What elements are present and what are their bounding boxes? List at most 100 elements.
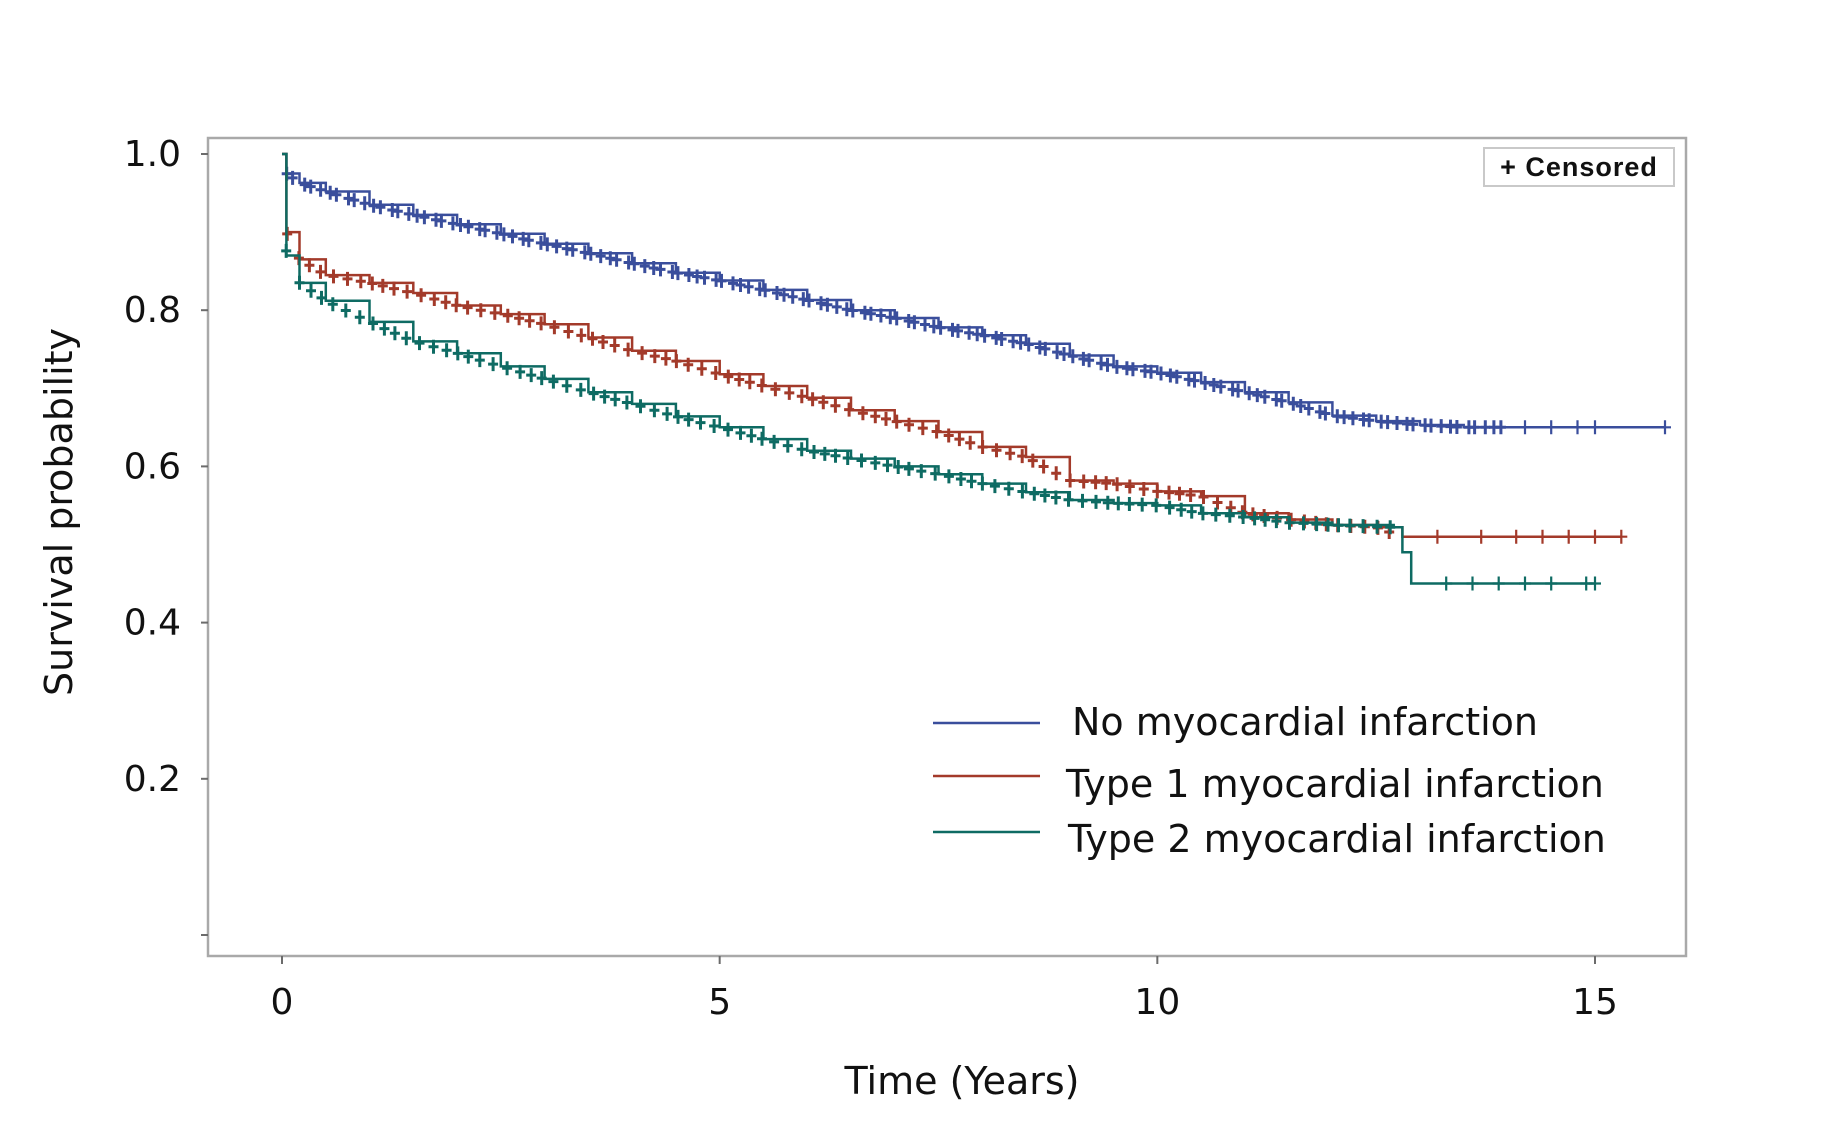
censor-mark — [609, 338, 620, 353]
censor-mark — [1038, 459, 1049, 474]
censor-mark — [294, 275, 305, 290]
x-tick-label: 0 — [271, 982, 294, 1023]
censor-mark — [567, 242, 578, 257]
censor-mark — [428, 339, 439, 354]
censor-mark — [1284, 515, 1295, 530]
censor-mark — [1101, 476, 1112, 491]
censor-mark — [1113, 496, 1124, 511]
censor-mark — [1052, 345, 1063, 360]
censor-mark — [368, 198, 379, 213]
censor-mark — [881, 411, 891, 426]
censor-mark — [1200, 376, 1211, 390]
censor-mark — [1440, 576, 1453, 591]
censor-mark — [819, 446, 830, 461]
censor-mark — [1040, 341, 1051, 356]
censor-mark — [710, 366, 721, 380]
censor-mark — [328, 269, 339, 284]
censor-mark — [757, 431, 767, 446]
censor-mark — [977, 476, 988, 491]
censor-mark — [463, 349, 474, 364]
censor-mark — [474, 353, 485, 368]
x-axis-title: Time (Years) — [844, 1059, 1080, 1103]
censored-legend-box — [1483, 147, 1675, 187]
censor-mark — [536, 371, 547, 386]
censor-mark — [343, 191, 354, 206]
censor-mark — [354, 310, 365, 325]
censor-mark — [524, 313, 535, 328]
series-1 — [281, 152, 1671, 435]
censor-mark — [502, 308, 513, 323]
censor-mark — [281, 243, 292, 258]
censor-mark — [716, 273, 727, 288]
censor-mark — [401, 331, 412, 346]
censor-mark — [416, 288, 427, 303]
censor-mark — [498, 227, 509, 242]
series-line — [282, 152, 1622, 538]
censor-mark — [1545, 420, 1558, 435]
censor-mark — [804, 293, 814, 308]
censor-mark — [735, 425, 746, 440]
censor-mark — [523, 233, 534, 248]
censor-mark — [327, 297, 338, 312]
censor-mark — [735, 278, 746, 292]
censor-mark — [536, 316, 547, 331]
censor-mark — [463, 219, 474, 234]
censor-mark — [1059, 347, 1069, 361]
x-tick-label: 10 — [1134, 982, 1180, 1023]
censor-mark — [402, 284, 413, 299]
censor-mark — [830, 448, 841, 463]
censor-mark — [1589, 576, 1601, 591]
censor-mark — [1659, 420, 1671, 435]
censor-mark — [1545, 576, 1558, 591]
censor-mark — [304, 258, 315, 273]
censor-mark — [436, 213, 447, 228]
censored-legend-label: + Censored — [1500, 152, 1658, 182]
censor-mark — [744, 375, 755, 390]
censor-mark — [756, 378, 767, 393]
censor-mark — [349, 193, 360, 208]
censor-mark — [1050, 490, 1061, 505]
censor-mark — [882, 458, 893, 473]
censor-mark — [440, 295, 451, 310]
censor-mark — [635, 399, 646, 414]
censor-mark — [996, 332, 1007, 346]
censor-mark — [377, 278, 388, 293]
censor-mark — [599, 389, 610, 404]
censor-mark — [1065, 473, 1076, 488]
censor-mark — [1138, 482, 1149, 496]
censor-mark — [893, 460, 904, 474]
censor-mark — [514, 311, 525, 326]
censor-mark — [1017, 449, 1028, 464]
censor-mark — [598, 335, 608, 349]
censor-mark — [299, 177, 310, 192]
censor-mark — [844, 402, 855, 417]
censor-mark — [1090, 475, 1101, 490]
censor-mark — [991, 443, 1002, 458]
censor-mark — [672, 266, 683, 281]
censor-mark — [920, 317, 930, 332]
censor-mark — [359, 196, 370, 211]
censor-mark — [1063, 492, 1074, 507]
censor-mark — [662, 406, 673, 421]
censor-mark — [1426, 418, 1436, 433]
censor-mark — [723, 369, 734, 384]
censor-mark — [306, 283, 316, 298]
censor-mark — [452, 346, 463, 361]
censor-mark — [1571, 420, 1584, 435]
censor-mark — [1151, 498, 1162, 513]
censor-mark — [331, 187, 342, 202]
censor-mark — [1466, 576, 1479, 591]
censor-mark — [1078, 474, 1089, 489]
censor-mark — [1029, 486, 1040, 501]
censor-mark — [475, 303, 486, 318]
censor-mark — [1189, 373, 1200, 388]
censor-mark — [865, 306, 876, 321]
legend-label-type1-mi: Type 1 myocardial infarction — [1065, 762, 1604, 806]
censor-mark — [1091, 494, 1101, 509]
censor-mark — [1003, 481, 1014, 496]
y-tick-label: 0.2 — [124, 759, 181, 800]
censor-mark — [451, 298, 462, 313]
censor-mark — [1084, 353, 1095, 368]
censor-mark — [502, 361, 513, 376]
censor-mark — [1615, 529, 1628, 544]
